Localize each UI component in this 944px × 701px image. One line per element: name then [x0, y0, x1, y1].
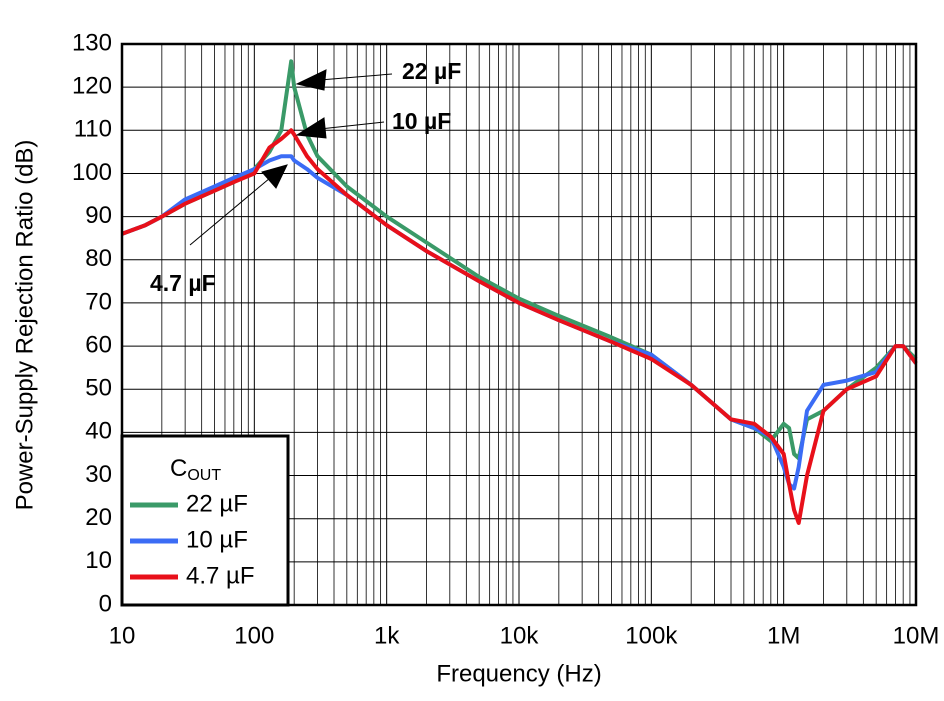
y-tick-label: 110 — [74, 116, 112, 143]
plot-frame — [120, 42, 918, 607]
annotation: 10 µF — [392, 108, 451, 134]
y-tick-label: 50 — [85, 375, 112, 402]
y-tick-label: 90 — [85, 202, 112, 229]
x-tick-label: 1M — [767, 622, 800, 649]
y-axis-label: Power-Supply Rejection Ratio (dB) — [11, 140, 38, 511]
legend-label: 10 µF — [186, 526, 248, 553]
annotation: 4.7 µF — [150, 270, 216, 296]
legend-title-main: C — [170, 455, 187, 482]
y-tick-label: 130 — [72, 29, 112, 56]
legend: COUT 22 µF 10 µF 4.7 µF — [120, 434, 290, 607]
y-tick-label: 30 — [85, 461, 112, 488]
x-axis-label: Frequency (Hz) — [436, 660, 601, 687]
y-tick-label: 80 — [85, 245, 112, 272]
x-tick-label: 10k — [500, 622, 540, 649]
y-tick-label: 60 — [85, 331, 112, 358]
x-tick-label: 1k — [374, 622, 400, 649]
y-tick-label: 100 — [72, 159, 112, 186]
y-tick-label: 10 — [85, 547, 112, 574]
lines — [121, 59, 918, 525]
x-tick-label: 100k — [625, 622, 678, 649]
y-tick-label: 0 — [99, 590, 112, 617]
x-tick-label: 10 — [109, 622, 136, 649]
series-line — [121, 128, 918, 525]
legend-title-sub: OUT — [187, 467, 221, 484]
arrow-line — [189, 177, 271, 246]
legend-title: COUT — [170, 455, 221, 484]
arrow-head — [295, 69, 327, 91]
y-tick-label: 40 — [85, 418, 112, 445]
x-tick-label: 100 — [234, 622, 274, 649]
annotation: 22 µF — [402, 58, 461, 84]
arrow-line — [319, 73, 393, 81]
annotation-arrows — [189, 69, 393, 246]
x-tick-label: 10M — [893, 622, 940, 649]
arrow-line — [319, 121, 385, 130]
legend-label: 22 µF — [186, 490, 248, 517]
y-tick-label: 70 — [85, 288, 112, 315]
y-tick-label: 20 — [85, 504, 112, 531]
legend-label: 4.7 µF — [186, 562, 255, 589]
y-tick-label: 120 — [72, 72, 112, 99]
arrow-head — [295, 117, 327, 139]
arrow-head — [261, 164, 288, 189]
